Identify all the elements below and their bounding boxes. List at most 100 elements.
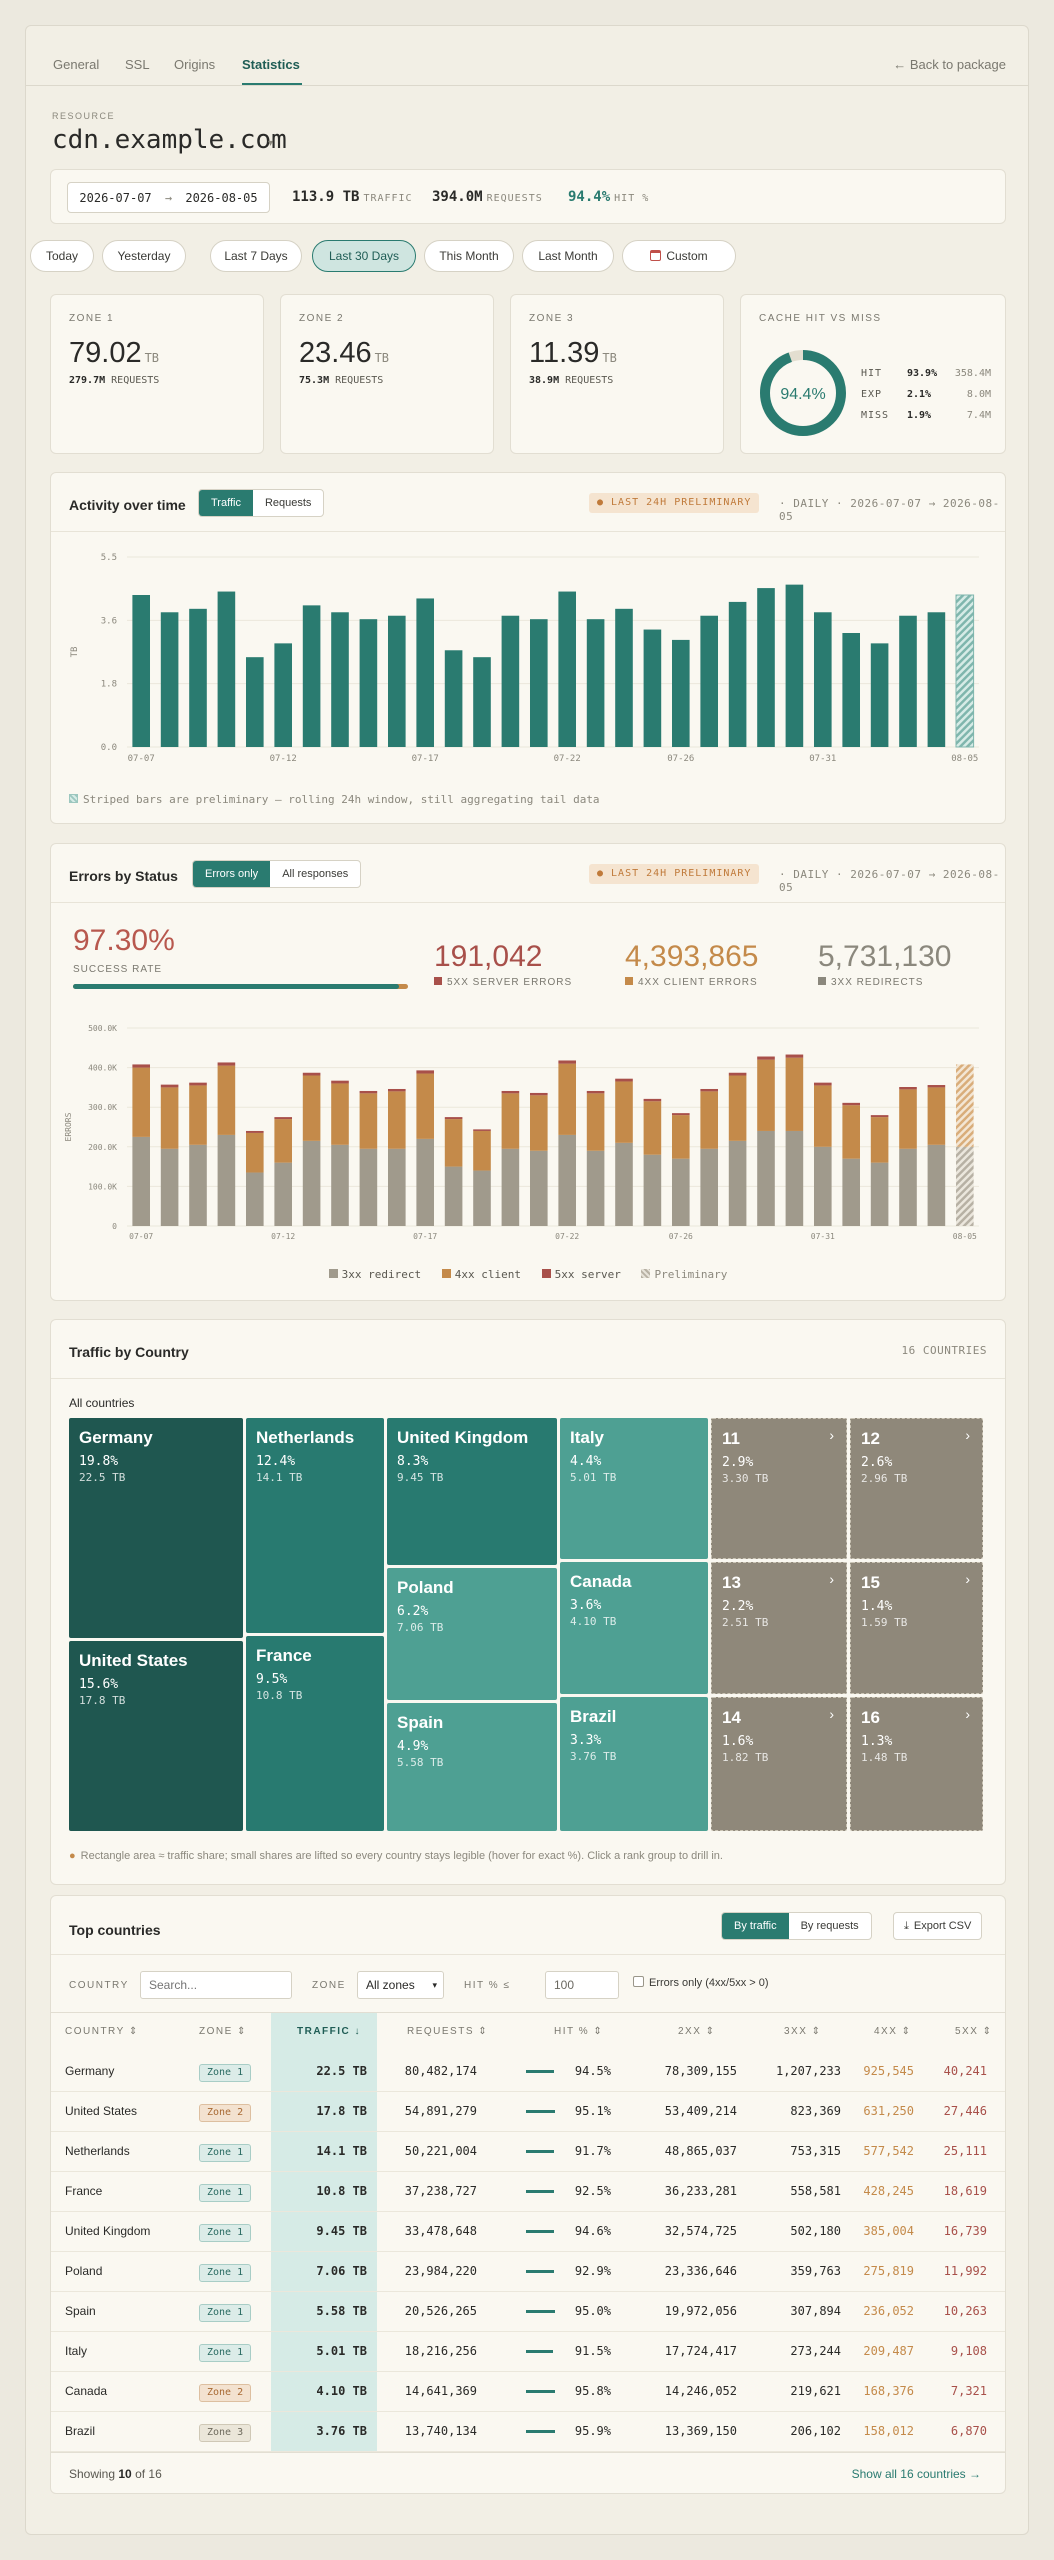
bar[interactable] xyxy=(671,639,690,747)
bar-3xx[interactable] xyxy=(813,1146,832,1226)
bar-5xx[interactable] xyxy=(671,1113,690,1116)
bar[interactable] xyxy=(359,619,378,747)
table-row[interactable]: Netherlands Zone 1 14.1 TB 50,221,004 91.7% 4… xyxy=(51,2132,1005,2172)
bar[interactable] xyxy=(899,615,917,747)
bar-4xx[interactable] xyxy=(757,1059,775,1131)
bar[interactable] xyxy=(757,588,775,747)
bar-5xx[interactable] xyxy=(757,1056,775,1060)
bar[interactable] xyxy=(529,619,548,747)
bar-4xx[interactable] xyxy=(785,1057,804,1131)
range-today[interactable]: Today xyxy=(30,240,94,272)
table-row[interactable]: Spain Zone 1 5.58 TB 20,526,265 95.0% 19,972,… xyxy=(51,2292,1005,2332)
checkbox-box[interactable] xyxy=(633,1976,644,1987)
col-zone[interactable]: ZONE ⇕ xyxy=(199,2026,247,2037)
bar-5xx[interactable] xyxy=(558,1060,577,1064)
bar-3xx[interactable] xyxy=(586,1150,605,1226)
bar[interactable] xyxy=(473,657,491,747)
bar-5xx[interactable] xyxy=(842,1102,861,1106)
toggle-all-responses[interactable]: All responses xyxy=(282,868,349,880)
zone-select[interactable]: All zones ▾ xyxy=(357,1971,444,1999)
bar-3xx[interactable] xyxy=(359,1148,378,1226)
tile-netherlands[interactable]: Netherlands 12.4% 14.1 TB xyxy=(246,1418,384,1633)
col-requests[interactable]: REQUESTS ⇕ xyxy=(407,2026,489,2037)
range-last-7-days[interactable]: Last 7 Days xyxy=(210,240,302,272)
bar-4xx[interactable] xyxy=(813,1085,832,1147)
table-row[interactable]: United States Zone 2 17.8 TB 54,891,279 95.1… xyxy=(51,2092,1005,2132)
bar-5xx[interactable] xyxy=(501,1090,520,1094)
bar-3xx[interactable] xyxy=(529,1150,548,1226)
bar-3xx[interactable] xyxy=(643,1154,662,1226)
bar-5xx[interactable] xyxy=(416,1070,435,1074)
bar[interactable] xyxy=(245,657,264,747)
treemap-breadcrumb[interactable]: All countries xyxy=(69,1396,135,1410)
tile-rank-13[interactable]: 13 › 2.2% 2.51 TB xyxy=(711,1562,847,1694)
export-csv-button[interactable]: ⤓ Export CSV xyxy=(893,1912,983,1940)
tile-italy[interactable]: Italy 4.4% 5.01 TB xyxy=(560,1418,708,1559)
bar-4xx[interactable] xyxy=(558,1063,577,1135)
bar-3xx[interactable] xyxy=(387,1148,406,1226)
country-search-input[interactable] xyxy=(140,1971,292,1999)
bar-5xx[interactable] xyxy=(189,1082,207,1086)
bar[interactable] xyxy=(615,608,633,747)
bar-5xx[interactable] xyxy=(813,1082,832,1086)
bar-3xx-preliminary[interactable] xyxy=(955,1146,974,1226)
table-row[interactable]: Italy Zone 1 5.01 TB 18,216,256 91.5% 17,724,… xyxy=(51,2332,1005,2372)
tile-brazil[interactable]: Brazil 3.3% 3.76 TB xyxy=(560,1697,708,1831)
bar-3xx[interactable] xyxy=(217,1134,236,1226)
bar-3xx[interactable] xyxy=(757,1130,775,1226)
bar-4xx[interactable] xyxy=(444,1119,463,1167)
col-2xx[interactable]: 2XX ⇕ xyxy=(678,2026,716,2037)
bar-3xx[interactable] xyxy=(842,1158,861,1226)
bar[interactable] xyxy=(927,612,946,747)
bar-4xx[interactable] xyxy=(132,1067,151,1137)
table-row[interactable]: Canada Zone 2 4.10 TB 14,641,369 95.8% 14,246… xyxy=(51,2372,1005,2412)
tab-general[interactable]: General xyxy=(53,57,100,72)
bar-5xx[interactable] xyxy=(160,1084,179,1088)
bar-5xx[interactable] xyxy=(529,1092,548,1096)
bar[interactable] xyxy=(813,612,832,747)
range-last-30-days[interactable]: Last 30 Days xyxy=(312,240,416,272)
tile-rank-16[interactable]: 16 › 1.3% 1.48 TB xyxy=(850,1697,983,1831)
tile-canada[interactable]: Canada 3.6% 4.10 TB xyxy=(560,1562,708,1694)
bar-3xx[interactable] xyxy=(274,1162,293,1226)
bar-4xx[interactable] xyxy=(416,1073,435,1139)
bar[interactable] xyxy=(785,584,804,747)
bar-4xx[interactable] xyxy=(217,1065,236,1135)
bar-4xx[interactable] xyxy=(899,1089,917,1149)
bar[interactable] xyxy=(444,650,463,747)
bar-4xx[interactable] xyxy=(189,1085,207,1145)
bar-5xx[interactable] xyxy=(331,1080,349,1084)
tile-rank-12[interactable]: 12 › 2.6% 2.96 TB xyxy=(850,1418,983,1559)
bar-5xx-preliminary[interactable] xyxy=(955,1064,974,1068)
bar[interactable] xyxy=(700,615,719,747)
bar-3xx[interactable] xyxy=(785,1130,804,1226)
bar-3xx[interactable] xyxy=(870,1162,889,1226)
tile-rank-15[interactable]: 15 › 1.4% 1.59 TB xyxy=(850,1562,983,1694)
toggle-requests[interactable]: Requests xyxy=(264,497,312,509)
bar-4xx[interactable] xyxy=(700,1091,719,1149)
bar-3xx[interactable] xyxy=(189,1144,207,1226)
bar-3xx[interactable] xyxy=(615,1142,633,1226)
toggle-by-requests[interactable]: By requests xyxy=(800,1920,859,1932)
bar-5xx[interactable] xyxy=(586,1090,605,1094)
bar-5xx[interactable] xyxy=(643,1098,662,1102)
bar-4xx[interactable] xyxy=(245,1132,264,1173)
bar-4xx-preliminary[interactable] xyxy=(955,1067,974,1147)
bar-4xx[interactable] xyxy=(473,1130,491,1171)
bar-3xx[interactable] xyxy=(302,1140,321,1226)
toggle-by-traffic[interactable]: By traffic xyxy=(722,1913,789,1939)
col-4xx[interactable]: 4XX ⇕ xyxy=(874,2026,912,2037)
bar[interactable] xyxy=(842,633,861,747)
bar-5xx[interactable] xyxy=(217,1062,236,1066)
bar-5xx[interactable] xyxy=(870,1115,889,1118)
range-yesterday[interactable]: Yesterday xyxy=(102,240,186,272)
tile-spain[interactable]: Spain 4.9% 5.58 TB xyxy=(387,1703,557,1831)
bar-4xx[interactable] xyxy=(501,1093,520,1149)
errors-only-checkbox[interactable]: Errors only (4xx/5xx > 0) xyxy=(633,1976,769,1989)
table-row[interactable]: Germany Zone 1 22.5 TB 80,482,174 94.5% 78,30… xyxy=(51,2052,1005,2092)
bar-3xx[interactable] xyxy=(331,1144,349,1226)
bar-5xx[interactable] xyxy=(359,1090,378,1094)
bar-5xx[interactable] xyxy=(302,1072,321,1076)
bar-5xx[interactable] xyxy=(245,1130,264,1133)
bar[interactable] xyxy=(217,591,236,747)
